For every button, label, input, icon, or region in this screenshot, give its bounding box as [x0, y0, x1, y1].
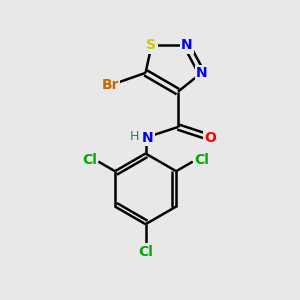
Text: N: N: [142, 130, 154, 145]
Text: N: N: [181, 38, 193, 52]
Text: O: O: [204, 130, 216, 145]
Text: S: S: [146, 38, 157, 52]
Text: Cl: Cl: [194, 153, 209, 167]
Text: Cl: Cl: [82, 153, 97, 167]
Text: N: N: [196, 66, 207, 80]
Text: H: H: [130, 130, 139, 143]
Text: Cl: Cl: [138, 244, 153, 259]
Text: Br: Br: [101, 78, 119, 92]
